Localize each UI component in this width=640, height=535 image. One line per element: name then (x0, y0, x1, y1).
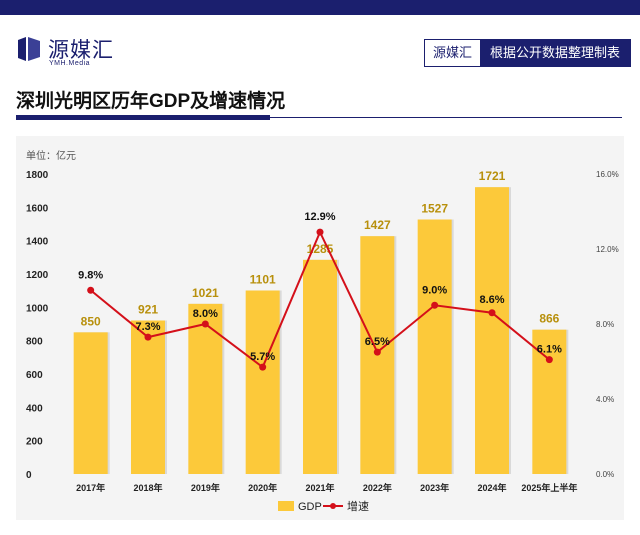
growth-point (87, 286, 95, 294)
gdp-bar (188, 303, 223, 474)
gdp-bar (303, 259, 337, 474)
growth-point (316, 228, 324, 236)
y-right-tick-label: 0.0% (596, 470, 614, 479)
gdp-value-label: 1021 (192, 286, 219, 300)
y-left-tick-label: 800 (26, 337, 43, 348)
growth-value-label: 12.9% (304, 211, 335, 223)
growth-point (545, 356, 553, 364)
y-right-tick-label: 4.0% (596, 395, 614, 404)
legend-growth-label: 增速 (347, 499, 369, 513)
gdp-bar (245, 290, 280, 474)
y-left-tick-label: 0 (26, 470, 32, 481)
gdp-bar (73, 332, 108, 474)
chart-title: 深圳光明区历年GDP及增速情况 (16, 91, 286, 112)
legend-gdp-swatch (278, 501, 294, 511)
brand-name-en: YMH.Media (49, 60, 91, 67)
y-left-tick-label: 600 (26, 370, 43, 381)
legend-growth-marker (330, 503, 336, 509)
source-tag-brand: 源媒汇 (425, 40, 481, 66)
growth-point (259, 363, 267, 371)
gdp-value-label: 1427 (364, 218, 391, 232)
title-rule (270, 117, 622, 118)
x-tick-label: 2021年 (305, 482, 334, 493)
x-tick-label: 2022年 (363, 482, 392, 493)
x-tick-label: 2018年 (133, 482, 162, 493)
y-right-tick-label: 12.0% (596, 245, 619, 254)
brand-name: 源媒汇 (48, 39, 114, 62)
x-tick-label: 2025年上半年 (521, 482, 577, 493)
growth-value-label: 5.7% (250, 351, 275, 363)
gdp-bar (475, 187, 509, 474)
growth-value-label: 8.6% (479, 294, 504, 306)
top-banner (0, 0, 640, 15)
gdp-bar (417, 219, 452, 474)
growth-value-label: 9.0% (422, 284, 447, 296)
gdp-value-label: 866 (539, 312, 559, 326)
source-tag-note: 根据公开数据整理制表 (480, 40, 631, 66)
y-left-tick-label: 1000 (26, 303, 49, 314)
growth-value-label: 6.1% (537, 344, 562, 356)
growth-value-label: 8.0% (193, 308, 218, 320)
growth-point (201, 320, 209, 328)
gdp-value-label: 1721 (479, 169, 506, 183)
gdp-value-label: 850 (81, 314, 101, 328)
x-tick-label: 2023年 (420, 482, 449, 493)
growth-point (373, 348, 381, 356)
growth-value-label: 6.5% (365, 336, 390, 348)
legend-gdp-label: GDP (298, 501, 322, 513)
growth-point (488, 309, 496, 317)
growth-point (144, 333, 152, 341)
growth-value-label: 7.3% (135, 321, 160, 333)
growth-point (431, 301, 439, 309)
y-left-tick-label: 1800 (26, 170, 49, 181)
gdp-value-label: 921 (138, 303, 158, 317)
x-tick-label: 2024年 (477, 482, 506, 493)
y-right-tick-label: 8.0% (596, 320, 614, 329)
y-left-tick-label: 1200 (26, 270, 49, 281)
gdp-value-label: 1101 (250, 273, 276, 287)
gdp-value-label: 1527 (421, 202, 448, 216)
gdp-bar (131, 320, 165, 474)
gdp-bar (532, 329, 567, 474)
x-tick-label: 2017年 (76, 482, 105, 493)
source-tag: 源媒汇 根据公开数据整理制表 (424, 39, 632, 67)
y-left-tick-label: 400 (26, 403, 43, 414)
x-tick-label: 2020年 (248, 482, 277, 493)
y-left-tick-label: 200 (26, 437, 43, 448)
brand-logo: 源媒汇 YMH.Media (16, 34, 136, 74)
y-left-tick-label: 1400 (26, 237, 49, 248)
y-left-tick-label: 1600 (26, 203, 49, 214)
brand-mark-icon (18, 37, 40, 61)
x-tick-label: 2019年 (191, 482, 220, 493)
title-underline (16, 115, 270, 120)
unit-label: 单位：亿元 (26, 149, 76, 162)
growth-value-label: 9.8% (78, 269, 103, 281)
y-right-tick-label: 16.0% (596, 170, 619, 179)
